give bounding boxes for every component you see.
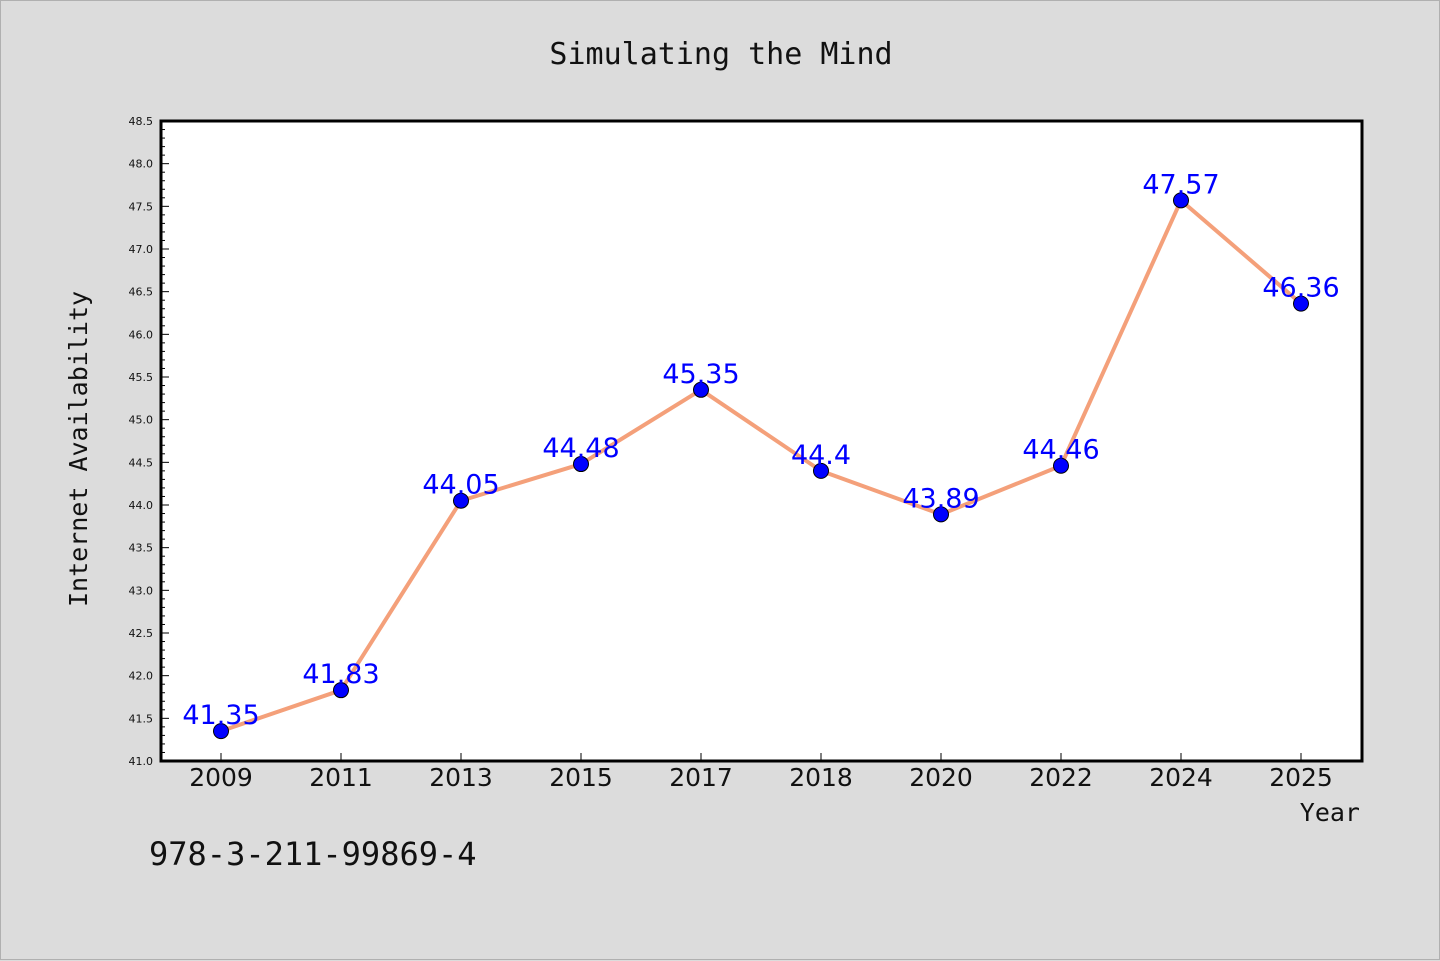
x-tick-label: 2013 xyxy=(429,763,493,792)
data-point xyxy=(693,381,709,398)
isbn-annotation: 978-3-211-99869-4 xyxy=(149,835,477,873)
data-point xyxy=(333,682,349,699)
y-tick-label: 43.0 xyxy=(129,584,154,597)
data-label: 45.35 xyxy=(662,359,739,390)
y-tick-label: 46.5 xyxy=(129,286,154,299)
data-point xyxy=(213,723,229,740)
data-label: 41.35 xyxy=(182,700,259,731)
data-label: 41.83 xyxy=(302,659,379,690)
x-axis-label: Year xyxy=(1300,798,1360,827)
y-tick-label: 48.5 xyxy=(129,115,154,128)
x-tick-label: 2024 xyxy=(1149,763,1213,792)
y-axis: 41.0 41.5 42.0 42.5 43.0 43.5 44.0 44.5 45.0 45.5… xyxy=(129,115,169,768)
data-label: 44.46 xyxy=(1022,435,1099,466)
y-tick-label: 48.0 xyxy=(129,158,154,171)
data-label: 47.57 xyxy=(1142,169,1219,200)
data-point xyxy=(1053,457,1069,474)
data-label: 44.4 xyxy=(791,440,851,471)
x-tick-label: 2025 xyxy=(1269,763,1333,792)
data-label: 44.48 xyxy=(542,433,619,464)
data-point xyxy=(813,462,829,479)
data-label: 43.89 xyxy=(902,483,979,514)
y-tick-label: 44.0 xyxy=(129,499,154,512)
y-tick-label: 45.0 xyxy=(129,414,154,427)
data-point xyxy=(1173,192,1189,209)
series: 41.35 41.83 44.05 44.48 45.35 44.4 43.89 44.46 4… xyxy=(182,169,1340,740)
x-tick-label: 2020 xyxy=(909,763,973,792)
plot-area xyxy=(161,121,1362,761)
data-point xyxy=(453,492,469,509)
x-tick-label: 2022 xyxy=(1029,763,1093,792)
y-tick-label: 41.0 xyxy=(129,755,154,768)
data-label: 46.36 xyxy=(1262,273,1339,304)
y-tick-label: 47.0 xyxy=(129,243,154,256)
data-point xyxy=(1293,295,1309,312)
y-axis-label: Internet Availability xyxy=(64,291,93,607)
y-tick-label: 42.0 xyxy=(129,670,154,683)
y-tick-label: 45.5 xyxy=(129,371,154,384)
plot-frame xyxy=(159,119,1364,763)
y-tick-label: 41.5 xyxy=(129,712,154,725)
x-tick-label: 2015 xyxy=(549,763,613,792)
data-label: 44.05 xyxy=(422,470,499,501)
y-tick-label: 44.5 xyxy=(129,456,154,469)
x-tick-label: 2009 xyxy=(189,763,253,792)
y-tick-label: 42.5 xyxy=(129,627,154,640)
x-tick-label: 2018 xyxy=(789,763,853,792)
data-point xyxy=(573,456,589,473)
x-tick-label: 2017 xyxy=(669,763,733,792)
y-tick-label: 43.5 xyxy=(129,542,154,555)
series-line xyxy=(219,198,1303,734)
x-tick-label: 2011 xyxy=(309,763,373,792)
y-tick-label: 46.0 xyxy=(129,328,154,341)
y-tick-label: 47.5 xyxy=(129,200,154,213)
chart-title: Simulating the Mind xyxy=(549,37,892,72)
data-point xyxy=(933,506,949,523)
